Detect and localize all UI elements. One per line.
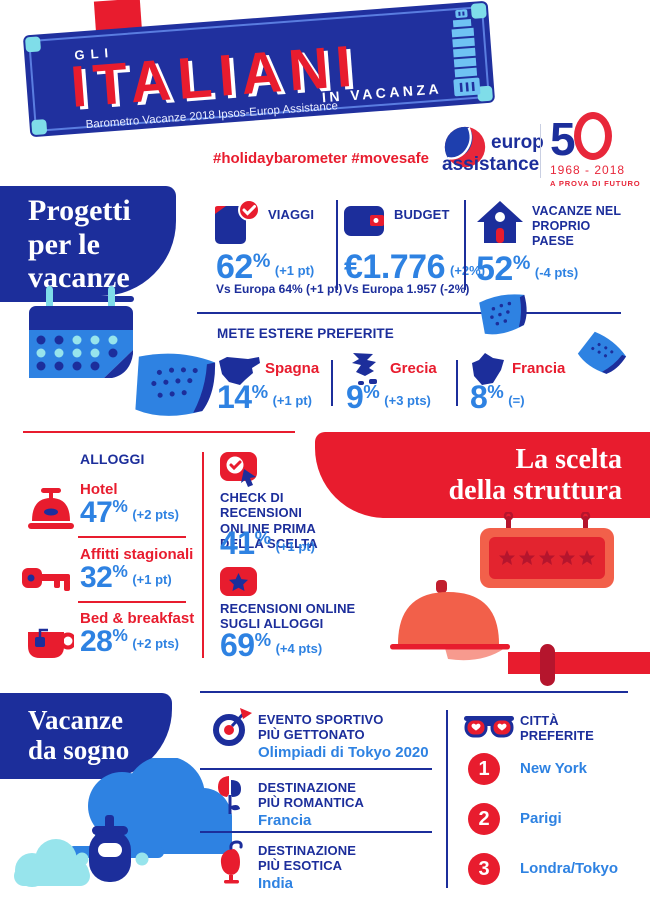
stat-budget: BUDGET €1.776 (+2%) Vs Europa 1.957 (-2%) <box>344 198 485 296</box>
sunglasses-icon <box>464 716 514 738</box>
destination-divider <box>331 360 333 406</box>
foreign-destinations-header: METE ESTERE PREFERITE <box>217 326 394 341</box>
flying-page-icon <box>135 353 216 416</box>
brand-swirl-icon <box>444 126 486 168</box>
dream-answer: Olimpiadi di Tokyo 2020 <box>258 744 429 761</box>
rank-badge: 3 <box>468 853 500 885</box>
cloche-icon <box>390 580 650 686</box>
stat-value: €1.776 (+2%) <box>344 248 486 286</box>
destination-francia: Francia 8% (=) <box>470 349 580 415</box>
bell-icon <box>28 488 74 529</box>
review-label: RECENSIONI ONLINE SUGLI ALLOGGI <box>220 601 356 632</box>
calendar-icon <box>29 286 133 378</box>
anniversary-zero-ring <box>573 112 612 160</box>
anniversary-digit-five: 5 <box>550 113 576 165</box>
destination-country: Grecia <box>390 360 437 377</box>
review-value: 69% (+4 pts) <box>220 627 323 663</box>
destination-value: 14% (+1 pt) <box>217 379 312 415</box>
key-icon <box>22 568 70 591</box>
banner-corner-accent <box>31 119 48 136</box>
stat-compare: Vs Europa 1.957 (-2%) <box>344 282 470 296</box>
lodging-label: Affitti stagionali <box>80 546 194 563</box>
flying-page-icon <box>577 331 627 374</box>
brand-logo: europ assistance <box>437 123 549 181</box>
document-check-icon <box>215 199 260 244</box>
city-name: Parigi <box>520 810 562 827</box>
stat-compare: Vs Europa 64% (+1 pt) <box>216 282 343 296</box>
city-name: Londra/Tokyo <box>520 860 619 877</box>
cocktail-icon <box>220 840 243 884</box>
review-check-icon <box>220 452 257 487</box>
stat-value: 52% (-4 pts) <box>476 250 579 288</box>
column-divider <box>202 452 204 658</box>
review-label: CHECK DI RECENSIONI ONLINE PRIMA DELLA S… <box>220 490 318 551</box>
anniversary-years: 1968 - 2018 <box>550 163 626 177</box>
stat-label: BUDGET <box>394 207 450 222</box>
pisa-tower-icon <box>451 9 481 97</box>
calendar-rod <box>0 296 134 302</box>
anniversary-logo: 5 1968 - 2018 A PROVA DI FUTURO <box>550 112 644 188</box>
dream-label: DESTINAZIONE PIÙ ROMANTICA <box>258 780 365 811</box>
destination-country: Spagna <box>265 360 320 377</box>
cloud-plane-icon <box>14 758 232 887</box>
five-star-sign <box>480 512 614 588</box>
greece-map-icon <box>352 353 377 385</box>
lodging-value: 47% (+2 pts) <box>80 496 179 529</box>
spain-map-icon <box>219 357 260 385</box>
brand-name-line1: europ <box>491 132 544 153</box>
section-divider-line <box>197 312 621 314</box>
flying-page-icon <box>479 294 527 335</box>
dream-divider <box>200 768 432 770</box>
stat-vacanze-paese: VACANZE NEL PROPRIO PAESE 52% (-4 pts) <box>474 198 634 294</box>
stat-label: VIAGGI <box>268 207 315 222</box>
rank-badge: 1 <box>468 753 500 785</box>
flower-icon <box>218 776 241 814</box>
lodging-label: Bed & breakfast <box>80 610 195 627</box>
rank-badge: 2 <box>468 803 500 835</box>
review-star-icon <box>220 567 257 596</box>
section-divider-line <box>200 691 628 693</box>
cities-header: CITTÀ PREFERITE <box>520 713 594 744</box>
brand-name-line2: assistance <box>442 154 540 175</box>
dream-answer: Francia <box>258 812 312 829</box>
section-divider-line <box>23 431 295 433</box>
column-divider <box>446 710 448 888</box>
header-banner: GLI ITALIANI IN VACANZA Barometro Vacanz… <box>22 0 496 138</box>
banner-corner-accent <box>24 36 42 53</box>
logo-separator <box>540 124 541 178</box>
house-icon <box>477 201 523 243</box>
france-map-icon <box>472 353 504 385</box>
dream-label: EVENTO SPORTIVO PIÙ GETTONATO <box>258 712 384 743</box>
lodging-value: 32% (+1 pt) <box>80 561 172 594</box>
wallet-icon <box>344 206 384 236</box>
anniversary-tagline: A PROVA DI FUTURO <box>550 179 641 188</box>
lodging-header: ALLOGGI <box>80 451 145 467</box>
stat-divider <box>464 200 466 290</box>
destination-grecia: Grecia 9% (+3 pts) <box>346 349 454 415</box>
stat-value: 62% (+1 pt) <box>216 248 315 286</box>
destination-divider <box>456 360 458 406</box>
lodging-label: Hotel <box>80 481 118 498</box>
lodging-divider <box>78 601 186 603</box>
section-title-structure: La scelta della struttura <box>315 432 650 518</box>
destination-value: 8% (=) <box>470 379 525 415</box>
stat-label: VACANZE NEL PROPRIO PAESE <box>532 204 621 248</box>
cup-icon <box>28 628 74 658</box>
destination-country: Francia <box>512 360 566 377</box>
stat-viaggi: VIAGGI 62% (+1 pt) Vs Europa 64% (+1 pt) <box>214 198 342 296</box>
lodging-value: 28% (+2 pts) <box>80 625 179 658</box>
dream-divider <box>200 831 432 833</box>
target-icon <box>213 708 252 746</box>
city-name: New York <box>520 760 587 777</box>
dream-label: DESTINAZIONE PIÙ ESOTICA <box>258 843 356 874</box>
destination-value: 9% (+3 pts) <box>346 379 431 415</box>
lodging-divider <box>78 536 186 538</box>
dream-answer: India <box>258 875 294 892</box>
stat-divider <box>336 200 338 290</box>
destination-spagna: Spagna 14% (+1 pt) <box>217 349 329 415</box>
hashtags: #holidaybarometer #movesafe <box>213 150 429 167</box>
review-value: 41% (+1 pt) <box>220 525 315 561</box>
section-title-plans: Progetti per le vacanze <box>0 186 176 296</box>
